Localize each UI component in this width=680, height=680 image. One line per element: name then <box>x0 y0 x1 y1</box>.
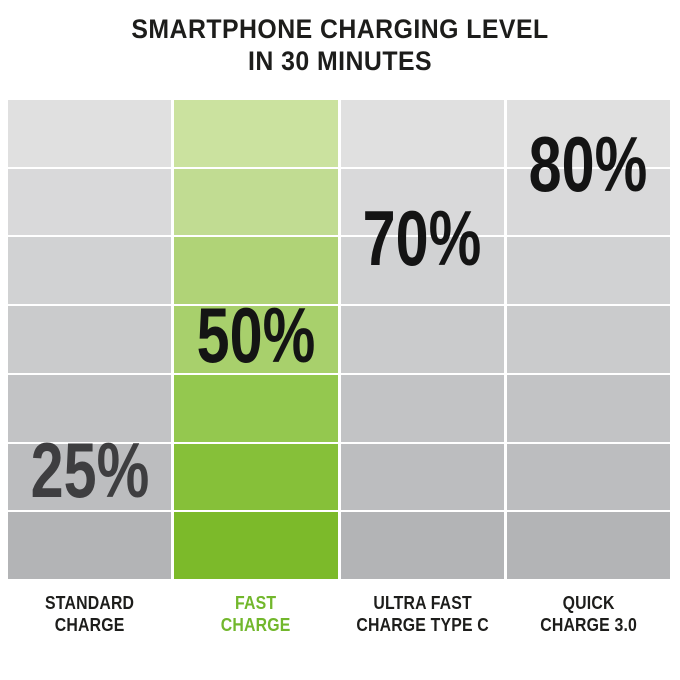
band-ultra-fast-charge-type-c-2 <box>340 168 504 236</box>
category-label-fast-charge: FAST CHARGE <box>184 592 328 636</box>
band-quick-charge-3-0-2 <box>506 168 670 236</box>
category-labels-row: STANDARD CHARGE FAST CHARGE ULTRA FAST C… <box>8 592 670 636</box>
chart-area: 25% 50% 70% 80% <box>8 100 670 580</box>
value-label-ultra-fast-charge-type-c: 70% <box>362 194 482 282</box>
band-quick-charge-3-0-4 <box>506 306 670 373</box>
chart-title-line-2: IN 30 MINUTES <box>247 46 433 76</box>
category-label-ultra-fast-charge-type-c: ULTRA FAST CHARGE TYPE C <box>350 592 494 636</box>
band-standard-charge-7 <box>8 512 172 580</box>
band-fast-charge-4 <box>174 306 338 373</box>
category-label-line: CHARGE TYPE C <box>355 615 489 635</box>
band-standard-charge-3 <box>8 237 172 305</box>
band-fast-charge-3 <box>174 237 338 305</box>
category-label-line: CHARGE <box>221 615 291 635</box>
band-standard-charge-1 <box>8 100 172 167</box>
band-quick-charge-3-0-5 <box>506 374 670 442</box>
band-ultra-fast-charge-type-c-5 <box>340 374 504 442</box>
column-ultra-fast-charge-type-c <box>340 100 504 580</box>
band-fast-charge-6 <box>174 443 338 511</box>
category-label-line: QUICK <box>562 593 615 613</box>
band-ultra-fast-charge-type-c-7 <box>340 512 504 580</box>
category-label-line: CHARGE 3.0 <box>539 615 637 635</box>
chart-title-line-1: SMARTPHONE CHARGING LEVEL <box>131 14 549 44</box>
category-label-line: CHARGE <box>54 615 125 635</box>
band-fast-charge-5 <box>174 374 338 442</box>
category-label-line: STANDARD <box>45 593 135 613</box>
band-fast-charge-2 <box>174 168 338 236</box>
band-standard-charge-4 <box>8 306 172 373</box>
value-label-fast-charge: 50% <box>196 291 316 379</box>
band-fast-charge-1 <box>174 100 338 167</box>
band-ultra-fast-charge-type-c-3 <box>340 237 504 305</box>
band-quick-charge-3-0-1 <box>506 100 670 167</box>
category-label-line: ULTRA FAST <box>372 593 472 613</box>
column-fast-charge <box>174 100 338 580</box>
band-standard-charge-6 <box>8 443 172 511</box>
column-quick-charge-3-0 <box>506 100 670 580</box>
category-label-line: FAST <box>235 593 277 613</box>
band-quick-charge-3-0-7 <box>506 512 670 580</box>
band-standard-charge-5 <box>8 374 172 442</box>
value-label-standard-charge: 25% <box>30 426 149 514</box>
band-ultra-fast-charge-type-c-4 <box>340 306 504 373</box>
band-ultra-fast-charge-type-c-1 <box>340 100 504 167</box>
band-fast-charge-7 <box>174 512 338 580</box>
band-quick-charge-3-0-3 <box>506 237 670 305</box>
category-label-standard-charge: STANDARD CHARGE <box>18 592 162 636</box>
band-ultra-fast-charge-type-c-6 <box>340 443 504 511</box>
chart-title: SMARTPHONE CHARGING LEVEL IN 30 MINUTES <box>0 13 680 77</box>
band-quick-charge-3-0-6 <box>506 443 670 511</box>
value-label-quick-charge-3-0: 80% <box>529 120 648 208</box>
category-label-quick-charge-3-0: QUICK CHARGE 3.0 <box>517 592 661 636</box>
band-standard-charge-2 <box>8 168 172 236</box>
column-standard-charge <box>8 100 172 580</box>
